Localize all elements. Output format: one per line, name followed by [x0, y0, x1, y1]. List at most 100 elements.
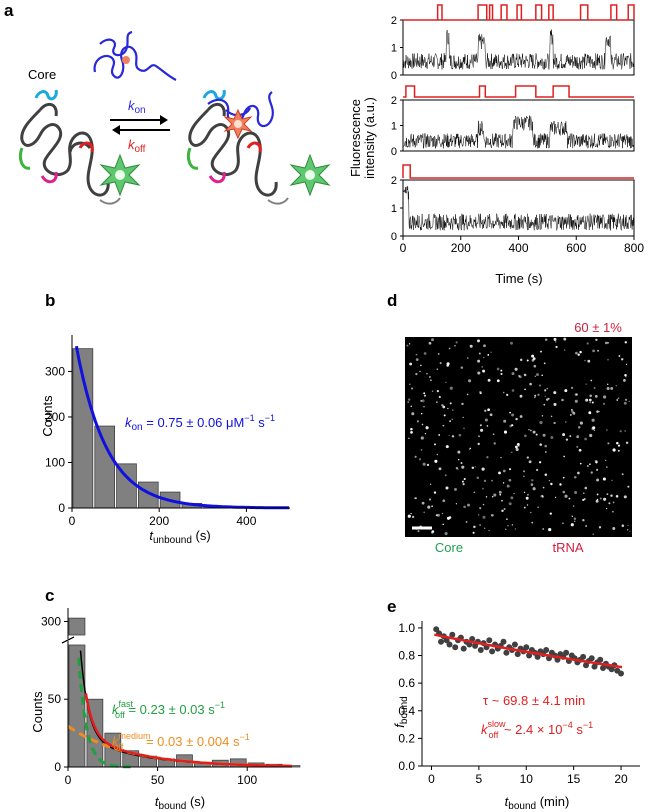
molecule-spot [543, 403, 546, 406]
molecule-spot [507, 525, 509, 527]
molecule-spot [582, 519, 585, 522]
molecule-spot [621, 358, 624, 361]
molecule-spot [598, 526, 602, 529]
trace-ytick-label: 1 [391, 121, 397, 133]
molecule-spot [531, 521, 534, 524]
molecule-spot [508, 468, 512, 471]
molecule-spot [426, 463, 430, 467]
e-data-point [438, 638, 444, 645]
molecule-spot [484, 527, 486, 529]
molecule-spot [482, 503, 485, 506]
molecule-spot [544, 473, 548, 477]
molecule-spot [472, 531, 475, 534]
molecule-spot [625, 376, 627, 378]
molecule-spot [583, 492, 585, 494]
molecule-spot [627, 524, 629, 527]
b-xtick-label: 400 [236, 514, 256, 528]
molecule-spot [612, 448, 616, 452]
e-xtick-label: 0 [428, 772, 435, 786]
molecule-spot [617, 444, 621, 447]
molecule-spot [465, 521, 468, 523]
molecule-spot [571, 408, 573, 411]
b-ytick-label: 100 [45, 455, 65, 469]
molecule-spot [586, 464, 589, 468]
core-molecule-unbound [18, 89, 121, 205]
molecule-spot [481, 365, 484, 368]
molecule-spot [444, 474, 447, 477]
molecule-spot [428, 498, 432, 501]
molecule-spot [487, 378, 491, 382]
molecule-spot [415, 358, 419, 361]
molecule-spot [418, 458, 422, 461]
e-data-point [618, 670, 624, 677]
molecule-spot [481, 467, 485, 471]
molecule-spot [486, 456, 489, 459]
molecule-spot [508, 502, 512, 506]
molecule-spot [523, 475, 525, 478]
molecule-spot [415, 353, 418, 356]
molecule-spot [469, 344, 473, 348]
molecule-spot [617, 397, 620, 400]
molecule-spot [612, 527, 616, 530]
molecule-spot [420, 412, 423, 415]
e-data-point [503, 649, 510, 656]
molecule-spot [617, 449, 620, 452]
molecule-spot [510, 496, 514, 500]
trace-ytick-label: 2 [391, 175, 397, 187]
molecule-spot [619, 430, 622, 433]
molecule-spot [596, 410, 599, 413]
molecule-spot [586, 342, 589, 345]
traces-ylabel-line1: Fluorescence [348, 99, 363, 177]
molecule-spot [587, 359, 591, 363]
molecule-spot [544, 338, 548, 341]
molecule-spot [572, 411, 576, 415]
molecule-spot [455, 467, 459, 470]
molecule-spot [446, 362, 450, 366]
molecule-spot [541, 374, 543, 377]
molecule-spot [487, 408, 490, 412]
molecule-spot [458, 459, 460, 461]
molecule-spot [452, 409, 454, 411]
molecule-spot [431, 505, 433, 507]
molecule-spot [461, 402, 464, 406]
molecule-spot [529, 382, 532, 386]
molecule-spot [528, 460, 532, 464]
e-xtick-label: 5 [476, 772, 483, 786]
e-data-point [466, 641, 473, 648]
molecule-spot [408, 343, 411, 345]
molecule-spot [451, 435, 455, 438]
molecule-spot [553, 391, 557, 395]
molecule-spot [574, 393, 578, 396]
molecule-spot [484, 418, 488, 422]
molecule-spot [597, 349, 599, 352]
molecule-spot [574, 399, 578, 403]
c-xtick-label: 50 [151, 773, 165, 787]
molecule-spot [595, 461, 598, 464]
molecule-spot [590, 379, 593, 382]
molecule-spot [423, 352, 427, 355]
molecule-spot [441, 512, 444, 515]
molecule-spot [431, 390, 434, 393]
molecule-spot [499, 493, 502, 496]
molecule-spot [629, 530, 631, 533]
molecule-spot [511, 413, 515, 417]
molecule-spot [492, 433, 495, 436]
molecule-spot [582, 498, 585, 502]
molecule-spot [526, 456, 529, 459]
e-data-point [489, 648, 496, 655]
molecule-spot [576, 435, 580, 439]
molecule-spot [502, 391, 505, 394]
molecule-spot [511, 524, 513, 526]
molecule-spot [410, 405, 413, 408]
molecule-spot [493, 442, 496, 445]
molecule-spot [625, 363, 628, 365]
molecule-spot [531, 354, 535, 358]
molecule-spot [565, 438, 569, 441]
c-ytick-label: 300 [41, 615, 61, 629]
molecule-spot [539, 443, 542, 446]
molecule-spot [445, 486, 449, 490]
molecule-spot [463, 505, 466, 509]
molecule-spot [524, 388, 526, 391]
e-data-point [526, 652, 533, 659]
c-bar [68, 644, 86, 768]
